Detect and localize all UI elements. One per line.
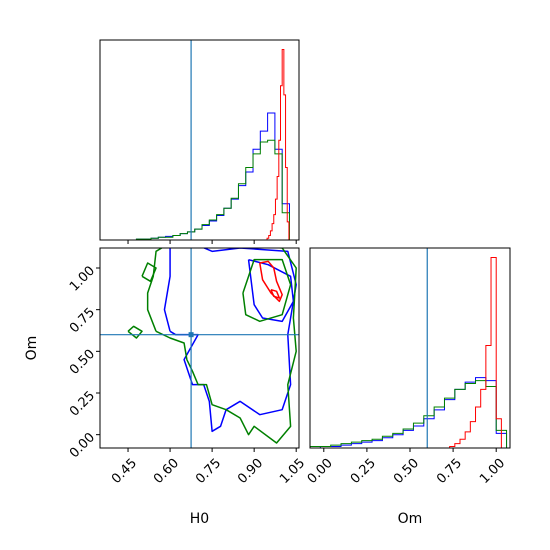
contour-series-1-level-1 — [242, 258, 292, 323]
contour-ytick-label: 0.00 — [67, 430, 98, 461]
contour-ytick-label: 1.00 — [67, 263, 98, 294]
contour-xtick-label: 0.90 — [235, 456, 266, 487]
contour-xtick-label: 1.05 — [277, 456, 308, 487]
om-hist-xtick-label: 0.25 — [348, 456, 379, 487]
om-hist-frame — [309, 247, 511, 449]
om-hist-xtick-label: 0.50 — [391, 456, 422, 487]
contour-truth-marker — [188, 332, 194, 338]
contour-ytick-label: 0.25 — [67, 388, 98, 419]
h0-hist-series-2 — [265, 49, 291, 241]
om-hist-series-1 — [309, 380, 508, 448]
contour-ytick-label: 0.50 — [67, 347, 98, 378]
contour-series-1-level-0 — [146, 248, 297, 444]
contour-frame — [99, 247, 300, 449]
om-hist-xtick-label: 1.00 — [477, 456, 508, 487]
contour-ylabel: Om — [24, 336, 40, 361]
om-hist-series-0 — [310, 377, 508, 449]
om-hist-series-2 — [444, 257, 502, 449]
om-marginal-histogram: 0.00 0.25 0.50 0.75 1.00 Om — [305, 247, 511, 527]
h0-hist-frame — [99, 39, 300, 241]
h0-om-contour-panel: 0.45 0.60 0.75 0.90 1.05 0.00 0.25 0.50 0.75 1.00… — [24, 247, 308, 527]
contour-xtick-label: 0.60 — [151, 456, 182, 487]
contour-series-1-level-3 — [141, 262, 157, 283]
contour-series-1-level-2 — [127, 325, 143, 339]
contour-xtick-label: 0.75 — [193, 456, 224, 487]
om-hist-xlabel: Om — [398, 511, 423, 527]
contour-xlabel: H0 — [190, 511, 209, 527]
contour-series-2-level-0 — [259, 260, 283, 303]
contour-series-2-level-1 — [270, 288, 281, 299]
contour-ytick-label: 0.75 — [67, 305, 98, 336]
h0-hist-series-1 — [100, 139, 290, 241]
om-hist-xtick-label: 0.00 — [305, 456, 336, 487]
om-hist-xtick-label: 0.75 — [434, 456, 465, 487]
h0-hist-series-0 — [100, 112, 290, 241]
h0-marginal-histogram — [99, 39, 300, 244]
contour-lines — [127, 248, 297, 444]
contour-series-0-level-0 — [163, 248, 297, 433]
contour-xtick-label: 0.45 — [109, 456, 140, 487]
